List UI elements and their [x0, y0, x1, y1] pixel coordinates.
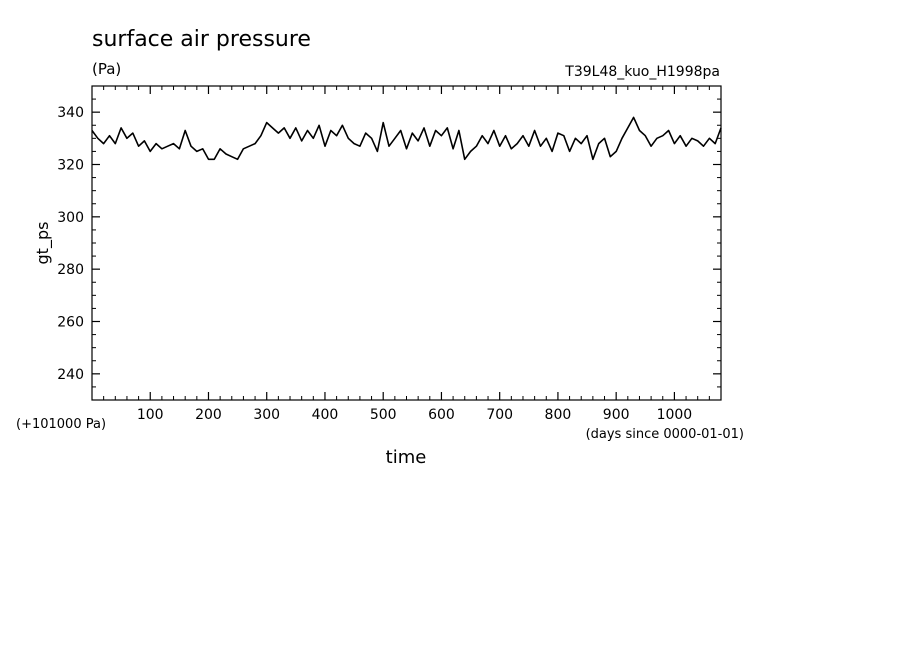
x-tick-label: 400 — [312, 407, 339, 423]
chart-title: surface air pressure — [92, 27, 311, 52]
x-tick-label: 600 — [428, 407, 455, 423]
x-tick-label: 300 — [253, 407, 280, 423]
y-tick-label: 300 — [57, 210, 84, 226]
x-tick-label: 200 — [195, 407, 222, 423]
series-line — [91, 116, 722, 161]
y-axis-label: gt_ps — [33, 222, 53, 265]
x-tick-label: 1000 — [657, 407, 693, 423]
y-tick-label: 240 — [57, 367, 84, 383]
x-tick-label: 900 — [603, 407, 630, 423]
x-tick-label: 800 — [545, 407, 572, 423]
y-tick-label: 320 — [57, 158, 84, 174]
plot-frame — [91, 85, 722, 401]
series-layer — [91, 116, 722, 161]
x-tick-label: 100 — [137, 407, 164, 423]
run-label: T39L48_kuo_H1998pa — [564, 64, 720, 80]
x-tick-label: 700 — [486, 407, 513, 423]
axes-layer: 100 200 300 400 500 600 700 800 900 1000 240 260 280… — [57, 86, 721, 423]
x-tick-label: 500 — [370, 407, 397, 423]
y-tick-label: 260 — [57, 315, 84, 331]
y-tick-label: 340 — [57, 105, 84, 121]
x-units-label: (days since 0000-01-01) — [586, 427, 744, 442]
y-offset-label: (+101000 Pa) — [16, 417, 106, 432]
x-axis-label: time — [386, 447, 427, 468]
units-label: (Pa) — [92, 60, 121, 78]
y-tick-label: 280 — [57, 262, 84, 278]
